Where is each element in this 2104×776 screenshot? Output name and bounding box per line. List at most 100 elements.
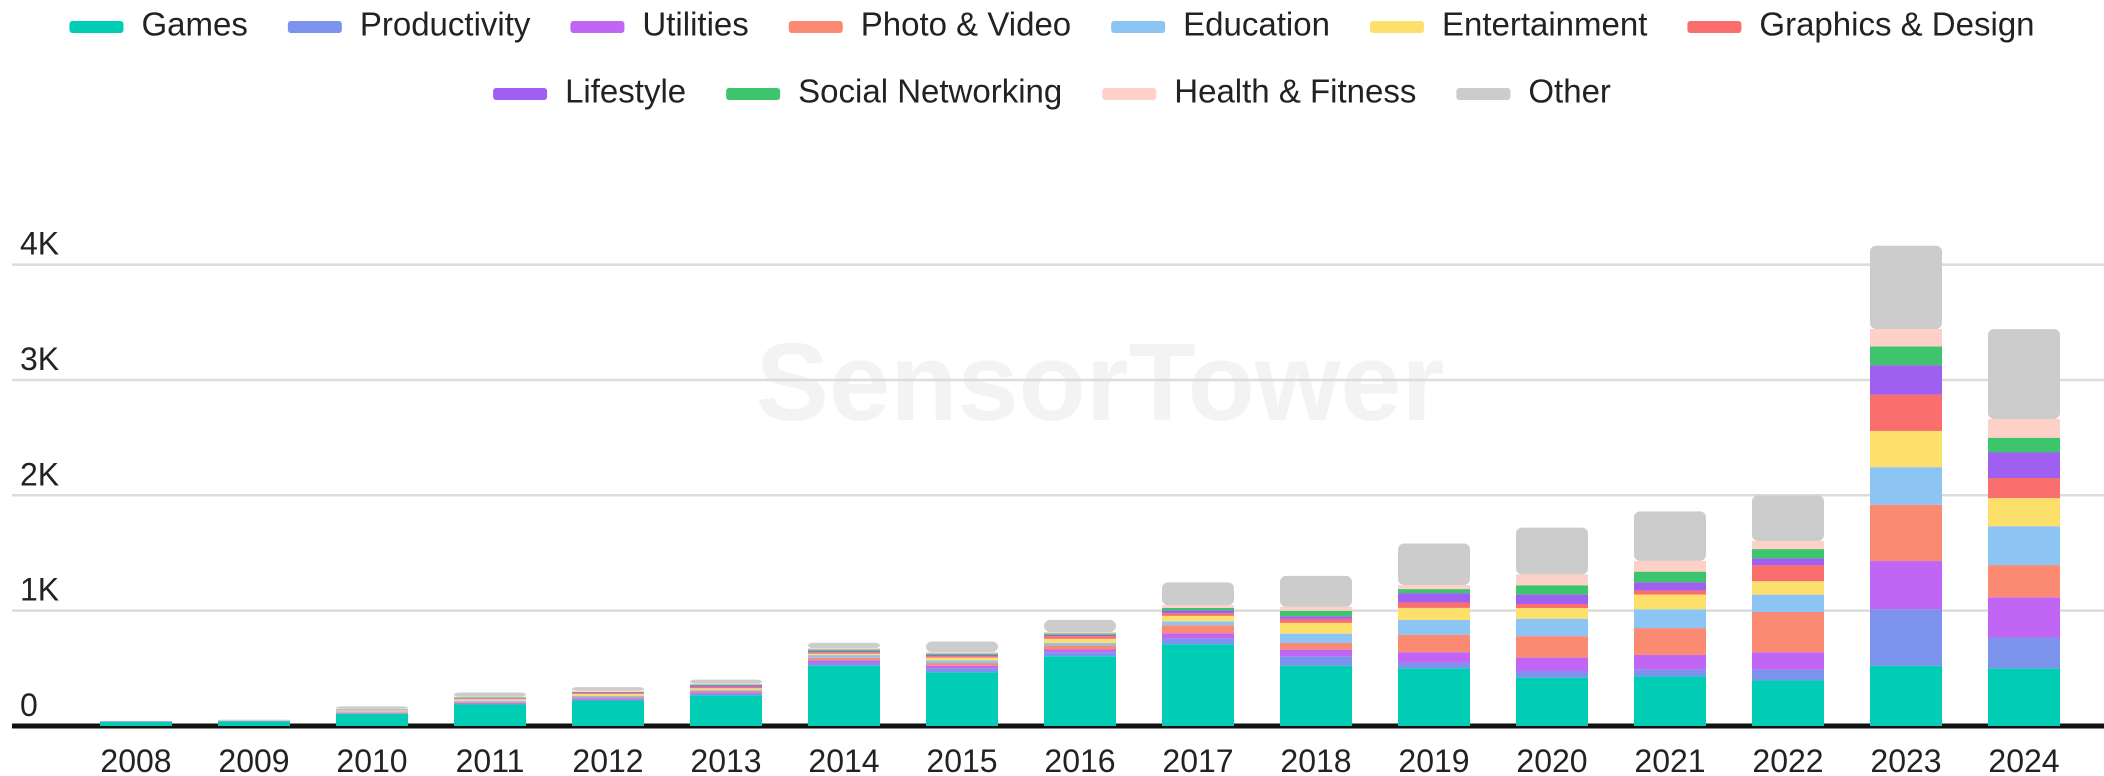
bar-segment	[1280, 610, 1352, 617]
bar-segment	[1634, 560, 1706, 572]
bar-segment	[690, 683, 762, 685]
bar-segment	[1516, 657, 1588, 671]
bar-segment	[1634, 669, 1706, 677]
bar-segment	[808, 650, 880, 653]
bar-segment	[1634, 654, 1706, 670]
bar-segment	[1162, 607, 1234, 611]
bar-segment	[1044, 633, 1116, 635]
bar-segment	[1870, 665, 1942, 726]
bar-segment	[572, 693, 644, 696]
y-tick-label: 4K	[20, 226, 59, 262]
bar-segment	[690, 685, 762, 687]
legend-label: Utilities	[642, 6, 748, 43]
bar-segment	[1752, 565, 1824, 582]
y-tick-label: 1K	[20, 572, 59, 608]
legend-swatch	[1369, 21, 1424, 33]
bar-segment	[926, 654, 998, 657]
bar-segment	[1044, 642, 1116, 646]
bar-segment	[1280, 618, 1352, 623]
bar-segment	[1870, 504, 1942, 562]
bar-segment	[690, 686, 762, 689]
bar-segment	[1044, 638, 1116, 643]
bar-segment	[572, 697, 644, 699]
bar-segment	[1044, 634, 1116, 637]
bar-segment	[1752, 495, 1824, 541]
bar-segment	[1634, 582, 1706, 591]
x-tick-label: 2011	[456, 743, 525, 776]
bar-segment	[572, 691, 644, 693]
bar-segment	[690, 693, 762, 696]
y-tick-label: 3K	[20, 341, 59, 377]
x-tick-label: 2018	[1280, 743, 1351, 776]
bar-segment	[1752, 680, 1824, 726]
x-tick-label: 2014	[808, 743, 879, 776]
legend-label: Graphics & Design	[1759, 6, 2034, 43]
bar-segment	[1752, 540, 1824, 550]
bar-segment	[1988, 637, 2060, 669]
bar-segment	[1280, 649, 1352, 657]
bar-segment	[1280, 633, 1352, 643]
bar-segment	[1162, 625, 1234, 634]
bar-segment	[1634, 590, 1706, 595]
bar-segment	[1398, 668, 1470, 726]
bar-segment	[690, 688, 762, 690]
x-tick-label: 2021	[1634, 743, 1705, 776]
bar-segment	[1752, 558, 1824, 566]
bar-segment	[1280, 642, 1352, 650]
bar-segment	[1988, 668, 2060, 726]
bar-segment	[100, 721, 172, 726]
bar-segment	[808, 665, 880, 726]
bar-segment	[454, 699, 526, 701]
bar-segment	[926, 660, 998, 664]
bar-segment	[454, 704, 526, 726]
bar-segment	[336, 706, 408, 709]
bar-segment	[926, 663, 998, 666]
bar-segment	[1870, 394, 1942, 431]
bar-segment	[1044, 656, 1116, 726]
legend-swatch	[493, 88, 548, 100]
x-tick-label: 2015	[926, 743, 997, 776]
bar-segment	[218, 721, 290, 726]
legend-label: Health & Fitness	[1174, 73, 1416, 110]
x-tick-label: 2008	[100, 743, 171, 776]
bar-segment	[1870, 346, 1942, 366]
bar-segment	[454, 698, 526, 699]
x-tick-label: 2024	[1988, 743, 2059, 776]
bar-segment	[1516, 677, 1588, 726]
bar-segment	[572, 687, 644, 691]
legend-swatch	[1687, 21, 1742, 33]
bar-segment	[454, 701, 526, 703]
bar-segment	[1752, 652, 1824, 670]
bar-segment	[1398, 602, 1470, 608]
bar-segment	[1162, 644, 1234, 726]
bar-segment	[336, 710, 408, 712]
legend-swatch	[570, 21, 625, 33]
bar-segment	[926, 672, 998, 726]
bar-segment	[572, 693, 644, 694]
bar-segment	[572, 695, 644, 698]
bar-segment	[336, 713, 408, 726]
bar-segment	[1044, 652, 1116, 657]
bar-segment	[1398, 593, 1470, 603]
bar-segment	[454, 700, 526, 702]
legend-label: Games	[141, 6, 247, 43]
bar-segment	[926, 652, 998, 654]
bar-segment	[690, 691, 762, 693]
bar-segment	[1870, 430, 1942, 468]
legend-swatch	[788, 21, 843, 33]
bar-segment	[454, 692, 526, 697]
bar-segment	[1280, 606, 1352, 611]
legend-label: Productivity	[360, 6, 531, 43]
bar-segment	[808, 655, 880, 658]
bar-segment	[1044, 631, 1116, 634]
x-tick-label: 2016	[1044, 743, 1115, 776]
bar-segment	[1870, 467, 1942, 505]
bar-segment	[1162, 613, 1234, 616]
bar-segment	[1988, 452, 2060, 478]
bar-segment	[808, 642, 880, 649]
x-tick-label: 2009	[218, 743, 289, 776]
bar-segment	[454, 697, 526, 699]
y-tick-label: 0	[20, 687, 38, 723]
bar-segment	[926, 665, 998, 669]
